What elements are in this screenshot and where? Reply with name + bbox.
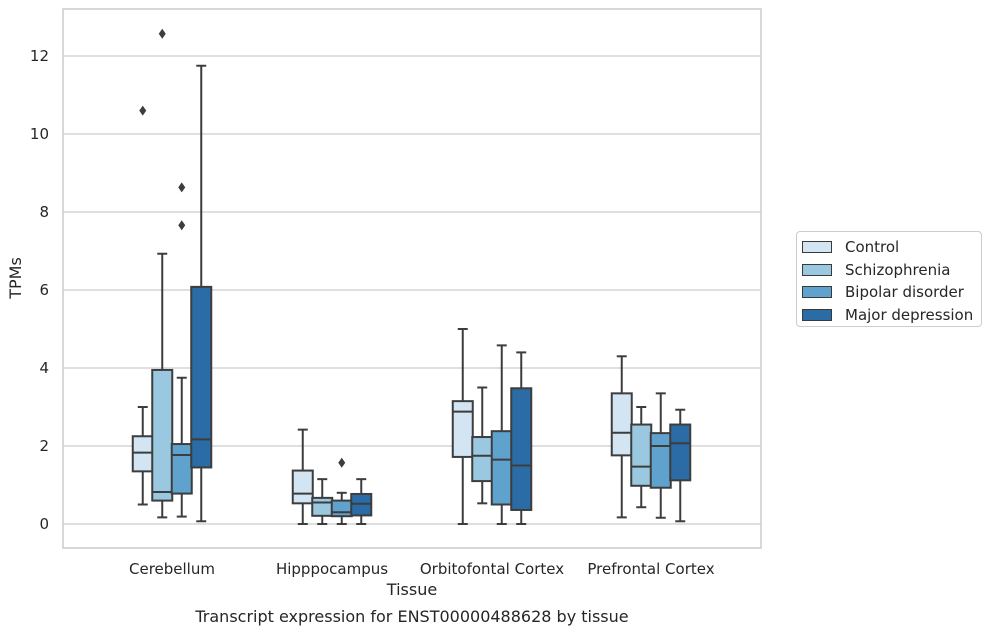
box-control xyxy=(291,428,314,525)
boxes xyxy=(131,28,692,525)
box-iqr xyxy=(170,443,193,495)
legend-item-control: Control xyxy=(797,236,981,259)
y-tick-label: 8 xyxy=(39,203,49,221)
legend-label-bipolar-disorder: Bipolar disorder xyxy=(845,283,964,302)
box-iqr xyxy=(649,432,672,489)
outlier-point xyxy=(178,182,186,193)
legend-label-control: Control xyxy=(845,238,900,257)
legend-label-schizophrenia: Schizophrenia xyxy=(845,260,951,279)
box-major-depression xyxy=(669,408,692,523)
chart-title: Transcript expression for ENST0000048862… xyxy=(194,607,628,626)
outlier-point xyxy=(338,457,346,468)
x-tick-label: Orbitofontal Cortex xyxy=(420,560,564,578)
box-bipolar-disorder xyxy=(490,344,513,525)
box-schizophrenia xyxy=(311,478,334,525)
box-iqr xyxy=(610,392,633,457)
legend-swatch-control xyxy=(802,241,832,254)
box-control xyxy=(451,328,474,525)
box-schizophrenia xyxy=(471,386,494,505)
box-iqr xyxy=(510,387,533,511)
legend-item-major-depression: Major depression xyxy=(797,304,981,327)
x-tick-label: Cerebellum xyxy=(129,560,215,578)
legend-swatch-major-depression xyxy=(802,308,832,321)
x-axis-label: Tissue xyxy=(386,580,437,599)
outlier-point xyxy=(139,105,147,116)
plot-frame xyxy=(62,8,762,549)
box-iqr xyxy=(151,368,174,502)
outlier-point xyxy=(178,220,186,231)
y-tick-label: 2 xyxy=(39,437,49,455)
y-tick-label: 12 xyxy=(30,47,49,65)
x-tick-label: Prefrontal Cortex xyxy=(587,560,714,578)
y-tick-label: 6 xyxy=(39,281,49,299)
y-axis-label: TPMs xyxy=(6,257,25,300)
box-control xyxy=(610,355,633,519)
box-bipolar-disorder xyxy=(330,457,353,525)
box-bipolar-disorder xyxy=(649,392,672,519)
legend-item-bipolar-disorder: Bipolar disorder xyxy=(797,281,981,304)
box-iqr xyxy=(490,430,513,506)
box-iqr xyxy=(471,436,494,483)
x-tick-labels: Cerebellum Hipppocampus Orbitofontal Corte… xyxy=(129,560,715,578)
box-iqr xyxy=(190,285,213,469)
box-schizophrenia xyxy=(630,406,653,509)
y-tick-label: 4 xyxy=(39,359,49,377)
box-iqr xyxy=(451,400,474,458)
box-major-depression xyxy=(510,351,533,525)
box-iqr xyxy=(330,499,353,518)
box-control xyxy=(131,105,154,506)
x-tick-label: Hipppocampus xyxy=(276,560,388,578)
box-bipolar-disorder xyxy=(170,182,193,518)
legend-swatch-bipolar-disorder xyxy=(802,286,832,299)
box-iqr xyxy=(291,469,314,505)
box-iqr xyxy=(311,496,334,517)
box-iqr xyxy=(630,423,653,487)
box-iqr xyxy=(669,423,692,482)
y-tick-labels: 0 2 4 6 8 10 12 xyxy=(30,47,49,533)
legend-swatch-schizophrenia xyxy=(802,263,832,276)
legend-item-schizophrenia: Schizophrenia xyxy=(797,259,981,282)
box-major-depression xyxy=(350,478,373,525)
y-tick-label: 0 xyxy=(39,515,49,533)
box-major-depression xyxy=(190,64,213,523)
legend-label-major-depression: Major depression xyxy=(845,305,974,324)
box-iqr xyxy=(131,435,154,473)
legend: Control Schizophrenia Bipolar disorder M… xyxy=(796,231,982,327)
box-schizophrenia xyxy=(151,28,174,519)
outlier-point xyxy=(158,28,166,39)
y-tick-label: 10 xyxy=(30,125,49,143)
